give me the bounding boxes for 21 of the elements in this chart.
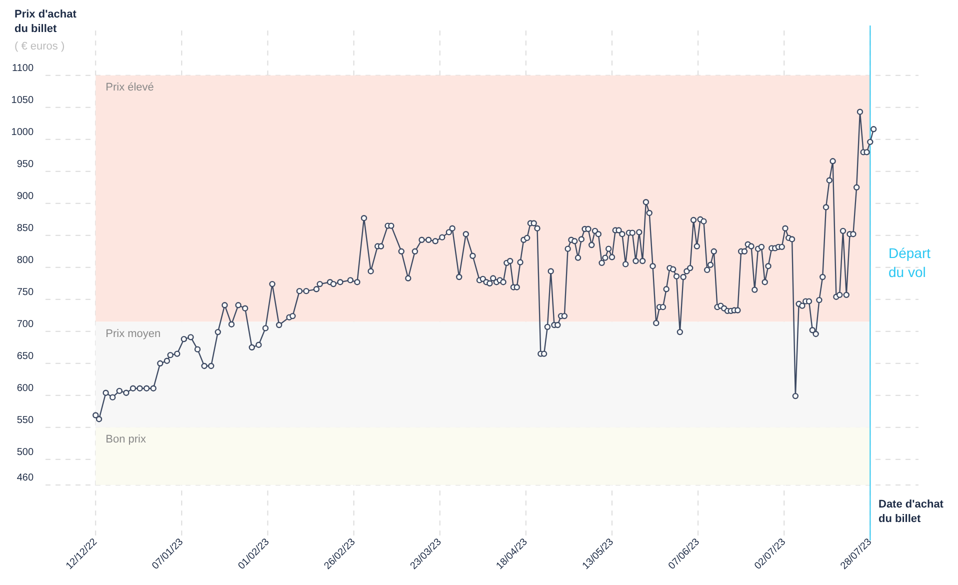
y-tick-label: 800: [16, 254, 34, 266]
y-tick-label: 550: [16, 414, 34, 426]
band-label: Prix moyen: [106, 328, 161, 340]
y-tick-label: 1050: [11, 94, 34, 106]
band-label: Prix élevé: [106, 81, 154, 94]
y-tick-label: 950: [16, 158, 34, 170]
y-tick-label: 500: [16, 446, 34, 458]
y-tick-label: 1000: [11, 126, 34, 138]
y-tick-label: 700: [16, 318, 34, 330]
y-axis-title: Prix d'achat du billet: [14, 8, 77, 35]
ref-line-label: Départ du vol: [888, 244, 931, 280]
annotation: ( € euros ): [14, 40, 65, 52]
y-tick-label: 900: [16, 190, 34, 202]
y-tick-label: 460: [16, 472, 34, 484]
x-axis-title: Date d'achat du billet: [878, 498, 944, 525]
y-tick-label: 850: [16, 222, 34, 234]
y-tick-label: 1100: [12, 62, 34, 74]
band-label: Bon prix: [106, 433, 146, 446]
y-tick-label: 650: [16, 350, 34, 362]
y-tick-label: 750: [16, 286, 34, 298]
y-tick-label: 600: [16, 382, 34, 394]
